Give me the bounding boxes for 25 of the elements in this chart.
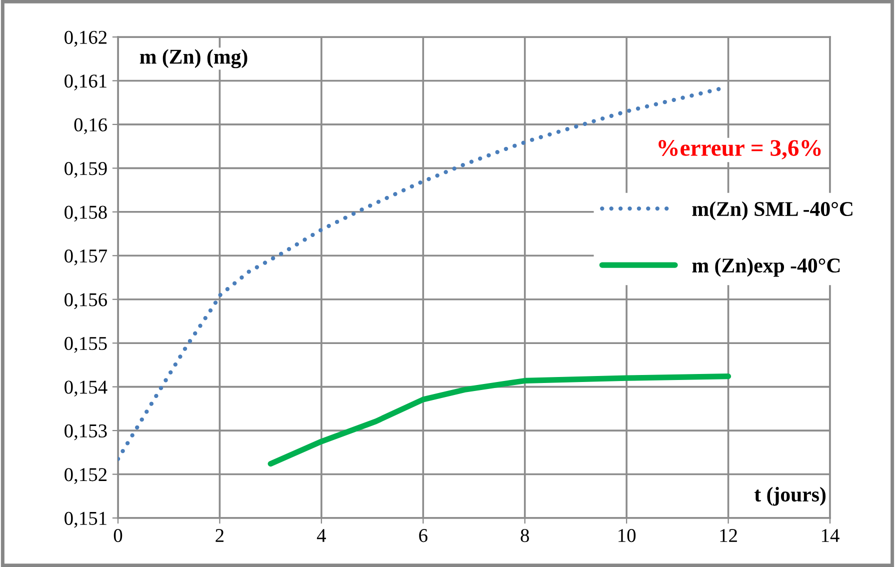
x-tick-label: 14: [822, 529, 840, 542]
y-axis-title: m (Zn) (mg): [140, 49, 248, 68]
y-tick-label: 0,162: [64, 30, 107, 47]
y-tick-label: 0,154: [64, 380, 108, 397]
legend-label: m(Zn) SML -40°C: [692, 201, 852, 220]
x-tick-label: 4: [316, 529, 326, 542]
y-tick-label: 0,155: [64, 336, 107, 353]
x-tick-label: 10: [618, 528, 636, 542]
x-axis-title: t (jours): [754, 486, 826, 506]
x-tick-label: 0: [114, 528, 122, 542]
x-tick-label: 2: [216, 529, 224, 542]
y-tick-label: 0,153: [64, 424, 107, 440]
y-tick-label: 0,159: [64, 162, 107, 178]
x-tick-label: 8: [520, 528, 529, 542]
legend-label: m (Zn)exp -40°C: [692, 258, 840, 277]
y-tick-label: 0,161: [64, 74, 106, 90]
x-tick-label: 6: [419, 529, 428, 542]
annotation: %erreur = 3,6%: [658, 140, 821, 160]
y-tick-label: 0,152: [64, 468, 107, 484]
x-tick-label: 12: [720, 529, 737, 542]
y-tick-label: 0,151: [64, 512, 106, 528]
y-tick-label: 0,157: [64, 249, 108, 266]
y-tick-label: 0,156: [64, 293, 108, 310]
y-tick-label: 0,16: [74, 118, 108, 134]
y-tick-label: 0,158: [64, 206, 107, 222]
